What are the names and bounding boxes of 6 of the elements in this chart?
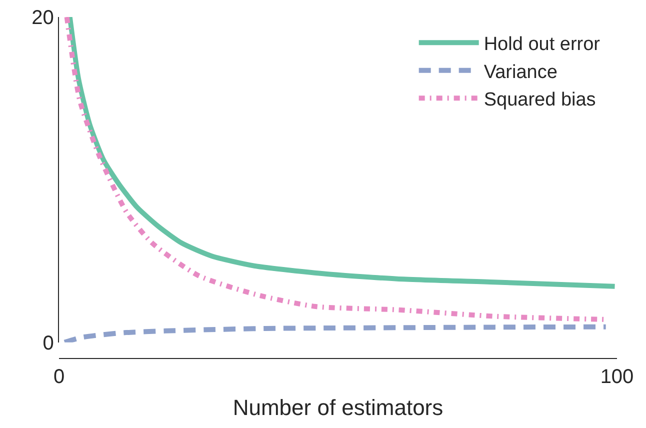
x-axis-title: Number of estimators [232, 395, 444, 420]
y-tick-label: 20 [32, 7, 54, 29]
legend-label: Squared bias [484, 89, 596, 110]
x-tick-label: 100 [600, 366, 634, 388]
legend-label: Variance [484, 62, 558, 83]
legend-label: Hold out error [484, 34, 601, 56]
